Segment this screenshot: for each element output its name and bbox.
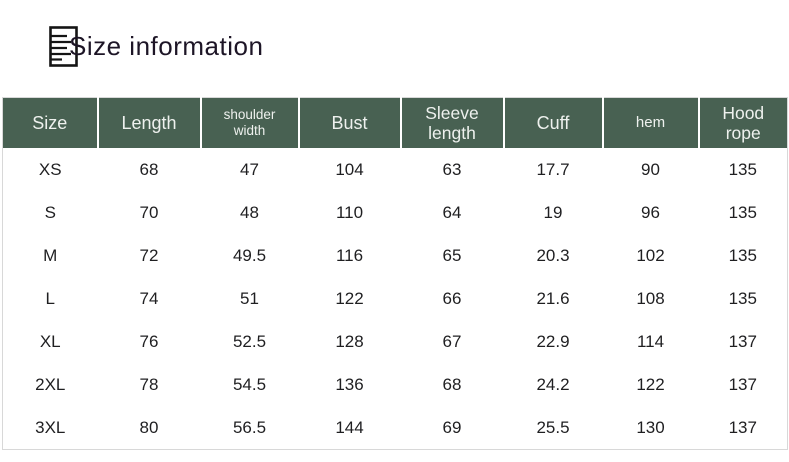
length-value: 80	[97, 406, 201, 450]
hem-value: 114	[602, 320, 699, 363]
sleeve-length-value: 64	[400, 191, 504, 234]
shoulder-width-value: 54.5	[200, 363, 299, 406]
hood-rope-value: 137	[698, 363, 788, 406]
column-header-bust: Bust	[298, 97, 402, 148]
table-header-row: Size Length shoulder width Bust Sleeve l…	[2, 97, 788, 148]
length-value: 72	[97, 234, 201, 277]
column-header-shoulder-width: shoulder width	[200, 97, 300, 148]
table-row-xl: XL 76 52.5 128 67 22.9 114 137	[2, 320, 788, 363]
hem-value: 102	[602, 234, 699, 277]
bust-value: 116	[298, 234, 401, 277]
length-value: 78	[97, 363, 201, 406]
table-row-m: M 72 49.5 116 65 20.3 102 135	[2, 234, 788, 277]
hem-value: 108	[602, 277, 699, 320]
column-header-sleeve-length: Sleeve length	[400, 97, 505, 148]
column-header-length: Length	[97, 97, 202, 148]
size-table: Size Length shoulder width Bust Sleeve l…	[2, 97, 788, 450]
hood-rope-value: 135	[698, 191, 788, 234]
length-value: 76	[97, 320, 201, 363]
hood-rope-value: 135	[698, 148, 788, 191]
bust-value: 110	[298, 191, 401, 234]
column-header-cuff: Cuff	[503, 97, 604, 148]
sleeve-length-value: 68	[400, 363, 504, 406]
shoulder-width-value: 51	[200, 277, 299, 320]
bust-value: 122	[298, 277, 401, 320]
hem-value: 130	[602, 406, 699, 450]
length-value: 68	[97, 148, 201, 191]
cuff-value: 25.5	[503, 406, 603, 450]
size-label: 2XL	[2, 363, 98, 406]
size-label: L	[2, 277, 98, 320]
bust-value: 136	[298, 363, 401, 406]
cuff-value: 21.6	[503, 277, 603, 320]
table-row-s: S 70 48 110 64 19 96 135	[2, 191, 788, 234]
bust-value: 128	[298, 320, 401, 363]
bust-value: 144	[298, 406, 401, 450]
size-label: XL	[2, 320, 98, 363]
cuff-value: 24.2	[503, 363, 603, 406]
size-label: XS	[2, 148, 98, 191]
size-label: M	[2, 234, 98, 277]
table-row-2xl: 2XL 78 54.5 136 68 24.2 122 137	[2, 363, 788, 406]
shoulder-width-value: 52.5	[200, 320, 299, 363]
cuff-value: 20.3	[503, 234, 603, 277]
cuff-value: 19	[503, 191, 603, 234]
column-header-size: Size	[2, 97, 99, 148]
page-title: Size information	[69, 30, 264, 61]
shoulder-width-value: 56.5	[200, 406, 299, 450]
length-value: 74	[97, 277, 201, 320]
sleeve-length-value: 65	[400, 234, 504, 277]
bust-value: 104	[298, 148, 401, 191]
hood-rope-value: 137	[698, 320, 788, 363]
sleeve-length-value: 67	[400, 320, 504, 363]
shoulder-width-value: 49.5	[200, 234, 299, 277]
sleeve-length-value: 66	[400, 277, 504, 320]
size-chart-icon	[49, 25, 78, 67]
table-row-l: L 74 51 122 66 21.6 108 135	[2, 277, 788, 320]
section-title-row: Size information	[49, 25, 263, 67]
hood-rope-value: 137	[698, 406, 788, 450]
size-label: S	[2, 191, 98, 234]
column-header-hem: hem	[602, 97, 700, 148]
shoulder-width-value: 47	[200, 148, 299, 191]
shoulder-width-value: 48	[200, 191, 299, 234]
sleeve-length-value: 69	[400, 406, 504, 450]
table-row-xs: XS 68 47 104 63 17.7 90 135	[2, 148, 788, 191]
hood-rope-value: 135	[698, 234, 788, 277]
cuff-value: 22.9	[503, 320, 603, 363]
table-row-3xl: 3XL 80 56.5 144 69 25.5 130 137	[2, 406, 788, 450]
hem-value: 96	[602, 191, 699, 234]
size-label: 3XL	[2, 406, 98, 450]
sleeve-length-value: 63	[400, 148, 504, 191]
cuff-value: 17.7	[503, 148, 603, 191]
column-header-hood-rope: Hood rope	[698, 97, 788, 148]
length-value: 70	[97, 191, 201, 234]
hood-rope-value: 135	[698, 277, 788, 320]
hem-value: 122	[602, 363, 699, 406]
hem-value: 90	[602, 148, 699, 191]
